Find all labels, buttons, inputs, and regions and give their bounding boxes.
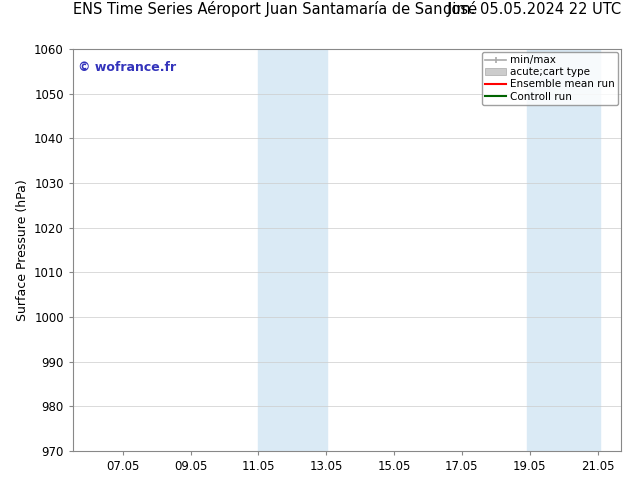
Text: ENS Time Series Aéroport Juan Santamaría de San José: ENS Time Series Aéroport Juan Santamaría… xyxy=(73,1,477,17)
Text: © wofrance.fr: © wofrance.fr xyxy=(79,61,176,74)
Legend: min/max, acute;cart type, Ensemble mean run, Controll run: min/max, acute;cart type, Ensemble mean … xyxy=(482,52,618,105)
Bar xyxy=(527,49,600,451)
Text: dim. 05.05.2024 22 UTC: dim. 05.05.2024 22 UTC xyxy=(443,2,621,17)
Y-axis label: Surface Pressure (hPa): Surface Pressure (hPa) xyxy=(16,179,29,321)
Bar xyxy=(258,49,327,451)
